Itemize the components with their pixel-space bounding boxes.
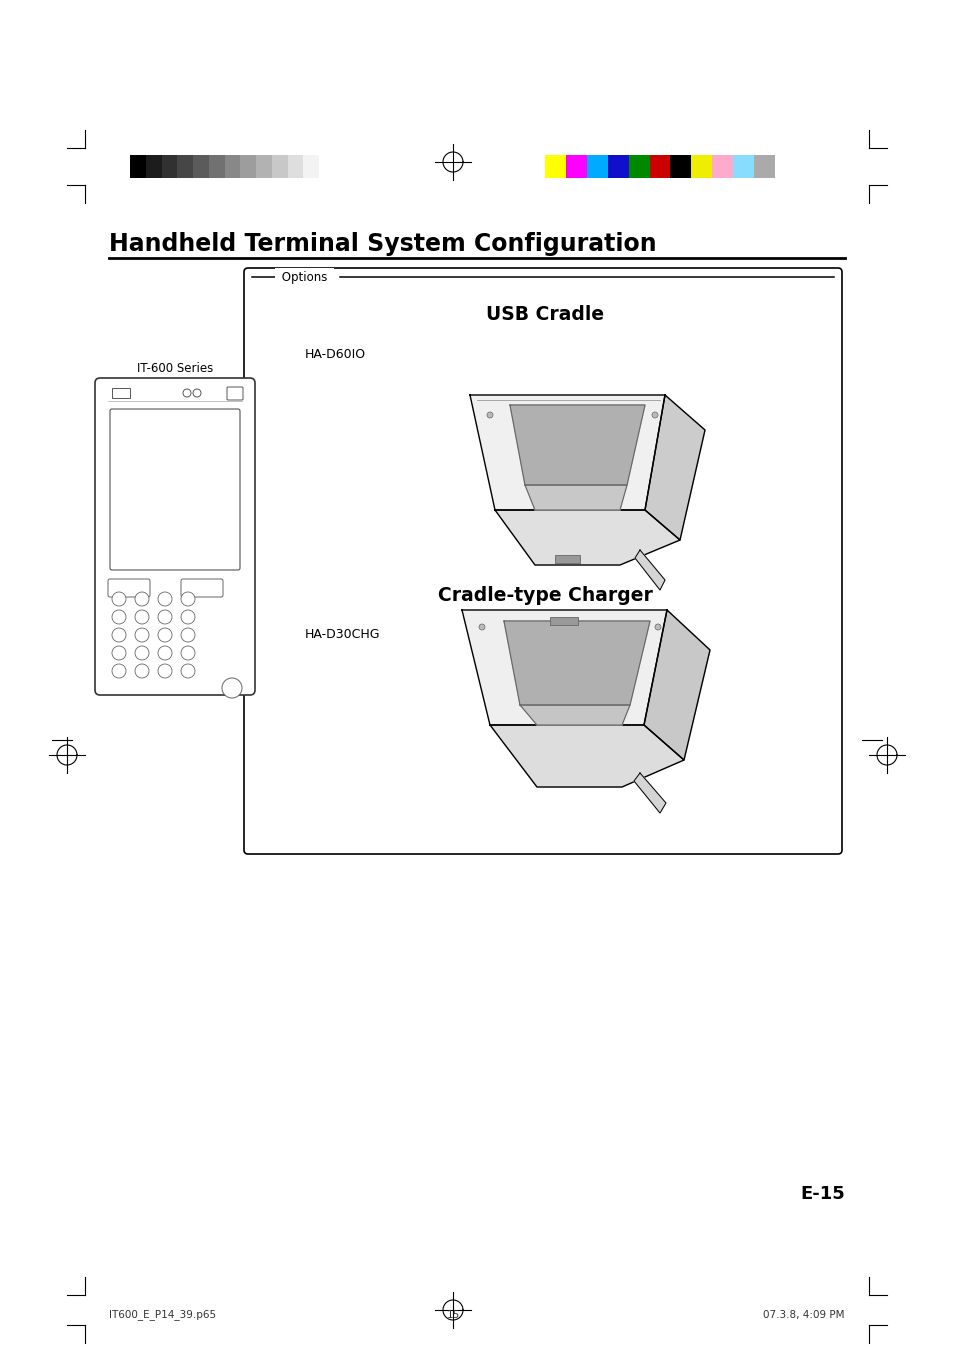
Bar xyxy=(240,155,256,178)
Bar xyxy=(586,155,607,178)
Text: HA-D60IO: HA-D60IO xyxy=(305,349,366,361)
Bar xyxy=(161,155,177,178)
Circle shape xyxy=(158,663,172,678)
Bar xyxy=(319,155,335,178)
Bar xyxy=(712,155,733,178)
FancyBboxPatch shape xyxy=(227,386,243,400)
Bar xyxy=(130,155,146,178)
Bar xyxy=(112,388,130,399)
Polygon shape xyxy=(461,611,666,725)
Text: Options: Options xyxy=(277,270,331,284)
Bar xyxy=(565,155,586,178)
Circle shape xyxy=(112,592,126,607)
Circle shape xyxy=(112,663,126,678)
Bar xyxy=(193,155,209,178)
Polygon shape xyxy=(503,621,649,705)
Circle shape xyxy=(112,628,126,642)
Bar xyxy=(607,155,628,178)
Text: Cradle-type Charger: Cradle-type Charger xyxy=(437,586,652,605)
Polygon shape xyxy=(524,485,626,509)
Circle shape xyxy=(181,646,194,661)
Polygon shape xyxy=(644,394,704,540)
Bar xyxy=(256,155,272,178)
FancyBboxPatch shape xyxy=(110,409,240,570)
Bar xyxy=(303,155,319,178)
Bar xyxy=(550,617,578,626)
Polygon shape xyxy=(470,394,664,509)
Circle shape xyxy=(181,663,194,678)
Bar xyxy=(544,155,565,178)
FancyBboxPatch shape xyxy=(108,580,150,597)
FancyBboxPatch shape xyxy=(244,267,841,854)
Bar xyxy=(177,155,193,178)
Circle shape xyxy=(183,389,191,397)
Text: Handheld Terminal System Configuration: Handheld Terminal System Configuration xyxy=(109,232,656,255)
Circle shape xyxy=(193,389,201,397)
Bar xyxy=(209,155,224,178)
Circle shape xyxy=(651,412,658,417)
Polygon shape xyxy=(519,705,629,725)
Circle shape xyxy=(655,624,660,630)
Polygon shape xyxy=(495,509,679,565)
Bar xyxy=(272,155,288,178)
Bar xyxy=(288,155,303,178)
Bar xyxy=(691,155,712,178)
Circle shape xyxy=(158,592,172,607)
Circle shape xyxy=(158,611,172,624)
Text: IT600_E_P14_39.p65: IT600_E_P14_39.p65 xyxy=(109,1309,216,1320)
Polygon shape xyxy=(643,611,709,761)
Bar xyxy=(753,155,774,178)
Circle shape xyxy=(135,628,149,642)
Circle shape xyxy=(135,646,149,661)
Polygon shape xyxy=(634,773,665,813)
Polygon shape xyxy=(490,725,683,788)
Circle shape xyxy=(112,611,126,624)
Circle shape xyxy=(486,412,493,417)
Bar xyxy=(733,155,753,178)
Text: 15: 15 xyxy=(446,1310,459,1320)
Text: USB Cradle: USB Cradle xyxy=(485,305,603,324)
Circle shape xyxy=(135,663,149,678)
Text: E-15: E-15 xyxy=(800,1185,844,1202)
FancyBboxPatch shape xyxy=(95,378,254,694)
Circle shape xyxy=(158,646,172,661)
Bar xyxy=(224,155,240,178)
Polygon shape xyxy=(510,405,644,485)
Circle shape xyxy=(181,628,194,642)
Circle shape xyxy=(181,592,194,607)
Circle shape xyxy=(112,646,126,661)
Circle shape xyxy=(135,592,149,607)
Circle shape xyxy=(222,678,242,698)
Text: 07.3.8, 4:09 PM: 07.3.8, 4:09 PM xyxy=(762,1310,844,1320)
Bar xyxy=(146,155,161,178)
Bar xyxy=(670,155,691,178)
Bar xyxy=(628,155,649,178)
Circle shape xyxy=(135,611,149,624)
Text: IT-600 Series: IT-600 Series xyxy=(136,362,213,376)
FancyBboxPatch shape xyxy=(181,580,223,597)
Text: HA-D30CHG: HA-D30CHG xyxy=(305,628,380,640)
Bar xyxy=(555,555,579,563)
Polygon shape xyxy=(635,550,664,590)
Circle shape xyxy=(478,624,484,630)
Circle shape xyxy=(158,628,172,642)
Bar xyxy=(649,155,670,178)
Circle shape xyxy=(181,611,194,624)
